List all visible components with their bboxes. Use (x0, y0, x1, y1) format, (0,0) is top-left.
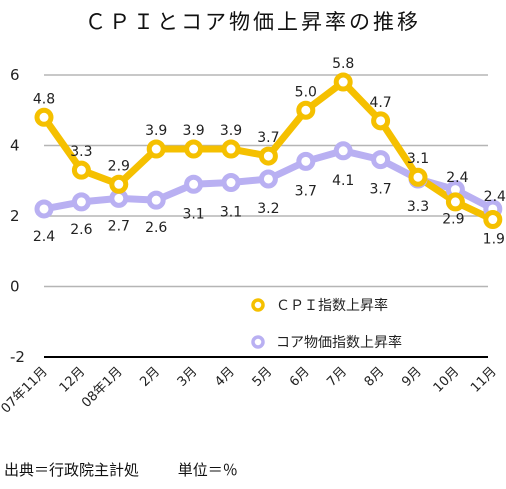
x-tick-label: 5月 (250, 364, 276, 390)
x-tick-label: 8月 (362, 364, 388, 390)
grid (44, 74, 488, 358)
cpi-data-label: 1.9 (483, 232, 505, 248)
x-tick-label: 08年1月 (79, 364, 126, 411)
cpi-data-label: 2.4 (446, 170, 468, 186)
y-tick-label: 0 (10, 278, 20, 296)
core-point (71, 192, 91, 212)
series-points (34, 72, 503, 230)
unit-note: 単位＝％ (177, 461, 238, 479)
core-data-label: 3.7 (295, 183, 317, 199)
core-point (258, 169, 278, 189)
core-point (184, 174, 204, 194)
legend-cpi-label: ＣＰＩ指数上昇率 (276, 297, 388, 314)
cpi-point (408, 167, 428, 187)
cpi-point (333, 72, 353, 92)
cpi-point (109, 174, 129, 194)
cpi-data-label: 2.9 (108, 158, 130, 174)
cpi-point (445, 192, 465, 212)
cpi-data-label: 4.7 (369, 95, 391, 111)
core-data-label: 2.7 (108, 218, 130, 234)
cpi-data-label: 3.1 (407, 151, 429, 167)
core-data-label: 2.6 (145, 220, 167, 236)
x-tick-label: 11月 (468, 364, 499, 395)
cpi-point (146, 139, 166, 159)
chart-title: ＣＰＩとコア物価上昇率の推移 (85, 10, 421, 34)
core-data-label: 2.6 (70, 222, 92, 238)
legend-core-label: コア物価指数上昇率 (276, 334, 402, 351)
cpi-data-label: 4.8 (33, 91, 55, 107)
cpi-data-label: 5.8 (332, 56, 354, 72)
core-point (296, 151, 316, 171)
cpi-data-label: 5.0 (295, 84, 317, 100)
x-tick-label: 7月 (324, 364, 350, 390)
core-data-label: 3.1 (182, 206, 204, 222)
x-tick-label: 2月 (137, 364, 163, 390)
cpi-point (296, 100, 316, 120)
cpi-data-label: 3.9 (220, 123, 242, 139)
core-data-label: 3.7 (369, 182, 391, 198)
y-tick-label: 2 (10, 207, 20, 225)
core-point (333, 141, 353, 161)
cpi-point (34, 107, 54, 127)
core-point (371, 150, 391, 170)
cpi-data-label: 3.9 (145, 123, 167, 139)
footer: 出典＝行政院主計処 単位＝％ (4, 459, 272, 480)
x-tick-label: 9月 (399, 364, 425, 390)
core-data-label: 2.9 (442, 212, 464, 228)
legend-cpi-marker (251, 298, 265, 312)
y-tick-label: 4 (10, 137, 20, 155)
cpi-point (71, 160, 91, 180)
x-tick-label: 3月 (175, 364, 201, 390)
source-note: 出典＝行政院主計処 (4, 461, 140, 479)
core-data-label: 3.3 (407, 199, 429, 215)
cpi-point (221, 139, 241, 159)
core-data-label: 3.2 (257, 201, 279, 217)
x-tick-label: 12月 (57, 364, 88, 395)
y-axis: -2 0 2 4 6 (10, 66, 25, 366)
core-data-label: 2.4 (484, 189, 506, 205)
y-tick-label: 6 (10, 66, 20, 84)
cpi-data-label: 3.7 (257, 130, 279, 146)
cpi-point (371, 111, 391, 131)
y-tick-label: -2 (10, 348, 25, 366)
cpi-data-label: 3.3 (70, 144, 92, 160)
cpi-point (184, 139, 204, 159)
x-tick-label: 6月 (287, 364, 313, 390)
legend-core-marker (251, 335, 265, 349)
core-point (221, 173, 241, 193)
data-labels: 4.8 3.3 2.9 3.9 3.9 3.9 3.7 5.0 5.8 4.7 3.1 2.4 1.9 2… (33, 56, 506, 247)
core-data-label: 3.1 (220, 205, 242, 221)
cpi-point (483, 210, 503, 230)
core-data-label: 2.4 (33, 229, 55, 245)
cpi-data-label: 3.9 (182, 123, 204, 139)
core-point (146, 190, 166, 210)
cpi-point (258, 146, 278, 166)
core-point (34, 199, 54, 219)
x-tick-label: 10月 (431, 364, 462, 395)
core-data-label: 4.1 (332, 173, 354, 189)
x-tick-label: 07年11月 (0, 364, 51, 416)
x-tick-label: 4月 (212, 364, 238, 390)
